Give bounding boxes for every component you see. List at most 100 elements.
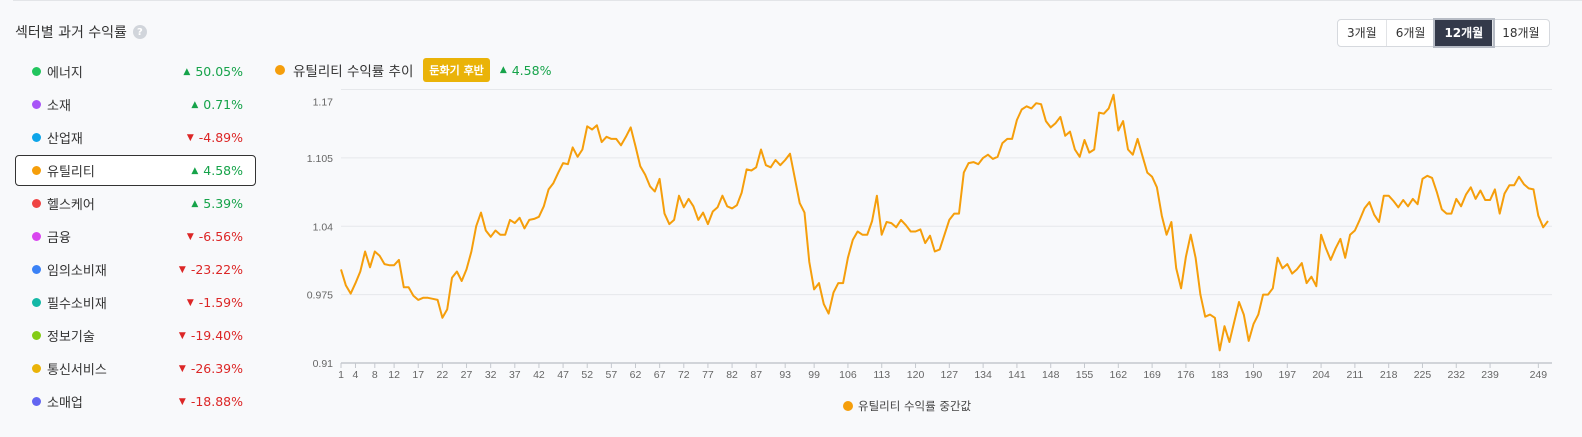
- x-tick-label: 239: [1481, 369, 1499, 381]
- series-dot-icon: [275, 65, 285, 75]
- sector-return-value: 50.05%: [195, 64, 243, 79]
- sector-item[interactable]: 정보기술 ▼ -19.40%: [15, 320, 256, 351]
- x-tick-label: 134: [974, 369, 992, 381]
- x-tick-label: 155: [1076, 369, 1094, 381]
- sector-dot-icon: [32, 331, 41, 340]
- y-tick-label: 0.91: [313, 358, 334, 370]
- sector-dot-icon: [32, 298, 41, 307]
- period-button-0[interactable]: 3개월: [1338, 20, 1387, 46]
- sector-item[interactable]: 에너지 ▲ 50.05%: [15, 56, 256, 87]
- sector-return-value: 0.71%: [203, 97, 243, 112]
- sector-dot-icon: [32, 67, 41, 76]
- x-tick-label: 72: [678, 369, 690, 381]
- sector-item[interactable]: 산업재 ▼ -4.89%: [15, 122, 256, 153]
- sector-item[interactable]: 소재 ▲ 0.71%: [15, 89, 256, 120]
- help-icon[interactable]: ?: [132, 25, 147, 39]
- x-tick-label: 148: [1042, 369, 1060, 381]
- sector-return-value: 5.39%: [203, 196, 243, 211]
- sector-return: ▼ -6.56%: [187, 229, 243, 244]
- sector-name: 헬스케어: [47, 198, 95, 213]
- x-tick-label: 106: [839, 369, 857, 381]
- x-tick-label: 232: [1448, 369, 1466, 381]
- sector-return-value: -1.59%: [198, 295, 243, 310]
- sector-return: ▼ -18.88%: [179, 394, 243, 409]
- x-tick-label: 42: [533, 369, 545, 381]
- x-tick-label: 169: [1143, 369, 1161, 381]
- sector-item[interactable]: 소매업 ▼ -18.88%: [15, 386, 256, 417]
- y-tick-label: 1.105: [307, 153, 333, 165]
- up-triangle-icon: ▲: [191, 165, 199, 176]
- sector-dot-icon: [32, 166, 41, 175]
- chart-return: ▲ 4.58%: [500, 63, 552, 78]
- top-divider: [13, 0, 1582, 1]
- sector-item[interactable]: 금융 ▼ -6.56%: [15, 221, 256, 252]
- legend-dot-icon: [843, 401, 853, 411]
- sector-return: ▼ -23.22%: [179, 262, 243, 277]
- x-tick-label: 87: [750, 369, 762, 381]
- x-tick-label: 225: [1414, 369, 1432, 381]
- sector-item[interactable]: 임의소비재 ▼ -23.22%: [15, 254, 256, 285]
- up-triangle-icon: ▲: [499, 65, 507, 75]
- sector-return-value: 4.58%: [203, 163, 243, 178]
- sector-dot-icon: [32, 265, 41, 274]
- sector-item[interactable]: 통신서비스 ▼ -26.39%: [15, 353, 256, 384]
- y-tick-label: 1.04: [313, 221, 334, 233]
- x-tick-label: 93: [779, 369, 791, 381]
- section-title-text: 섹터별 과거 수익률: [15, 25, 127, 41]
- chart-legend[interactable]: 유틸리티 수익률 중간값: [843, 398, 971, 414]
- up-triangle-icon: ▲: [183, 66, 191, 77]
- x-tick-label: 176: [1177, 369, 1195, 381]
- sector-dot-icon: [32, 199, 41, 208]
- sector-name: 유틸리티: [47, 165, 95, 180]
- sector-name: 정보기술: [47, 330, 95, 345]
- x-tick-label: 218: [1380, 369, 1398, 381]
- x-tick-label: 211: [1347, 369, 1364, 381]
- y-tick-label: 0.975: [307, 290, 333, 302]
- down-triangle-icon: ▼: [178, 396, 186, 407]
- sector-dot-icon: [32, 364, 41, 373]
- chart-return-value: 4.58%: [511, 62, 552, 78]
- x-tick-label: 4: [353, 369, 359, 381]
- sector-name: 임의소비재: [47, 264, 107, 279]
- sector-return: ▼ -26.39%: [179, 361, 243, 376]
- sector-return-value: -26.39%: [190, 361, 243, 376]
- x-tick-label: 197: [1279, 369, 1297, 381]
- sector-name: 통신서비스: [47, 363, 107, 378]
- period-button-2[interactable]: 12개월: [1433, 18, 1496, 48]
- x-tick-label: 127: [941, 369, 959, 381]
- x-tick-label: 77: [702, 369, 714, 381]
- sector-dot-icon: [32, 232, 41, 241]
- sector-return: ▲ 50.05%: [183, 64, 243, 79]
- sector-name: 필수소비재: [47, 297, 107, 312]
- sector-list: 에너지 ▲ 50.05% 소재 ▲ 0.71% 산업재 ▼ -4.89% 유틸리티 ▲…: [15, 56, 256, 419]
- sector-item[interactable]: 헬스케어 ▲ 5.39%: [15, 188, 256, 219]
- up-triangle-icon: ▲: [191, 99, 199, 110]
- x-tick-label: 67: [654, 369, 666, 381]
- x-tick-label: 162: [1110, 369, 1128, 381]
- x-tick-label: 8: [372, 369, 378, 381]
- sector-name: 소매업: [47, 396, 83, 411]
- sector-return: ▼ -1.59%: [187, 295, 243, 310]
- sector-dot-icon: [32, 133, 41, 142]
- period-button-3[interactable]: 18개월: [1502, 26, 1540, 40]
- x-tick-label: 204: [1312, 369, 1330, 381]
- sector-name: 금융: [47, 231, 71, 246]
- sector-item[interactable]: 필수소비재 ▼ -1.59%: [15, 287, 256, 318]
- down-triangle-icon: ▼: [178, 330, 186, 341]
- sector-name: 산업재: [47, 132, 83, 147]
- x-tick-label: 141: [1008, 369, 1026, 381]
- x-tick-label: 27: [461, 369, 473, 381]
- x-tick-label: 57: [606, 369, 618, 381]
- period-button-1[interactable]: 6개월: [1387, 20, 1436, 46]
- sector-return: ▲ 5.39%: [191, 196, 243, 211]
- sector-item[interactable]: 유틸리티 ▲ 4.58%: [15, 155, 256, 186]
- phase-badge: 둔화기 후반: [423, 58, 490, 82]
- sector-return: ▼ -19.40%: [179, 328, 243, 343]
- down-triangle-icon: ▼: [186, 132, 194, 143]
- down-triangle-icon: ▼: [186, 297, 194, 308]
- sector-return: ▲ 4.58%: [191, 163, 243, 178]
- sector-return: ▼ -4.89%: [187, 130, 243, 145]
- x-tick-label: 190: [1245, 369, 1263, 381]
- sector-return-value: -6.56%: [198, 229, 243, 244]
- x-tick-label: 32: [485, 369, 497, 381]
